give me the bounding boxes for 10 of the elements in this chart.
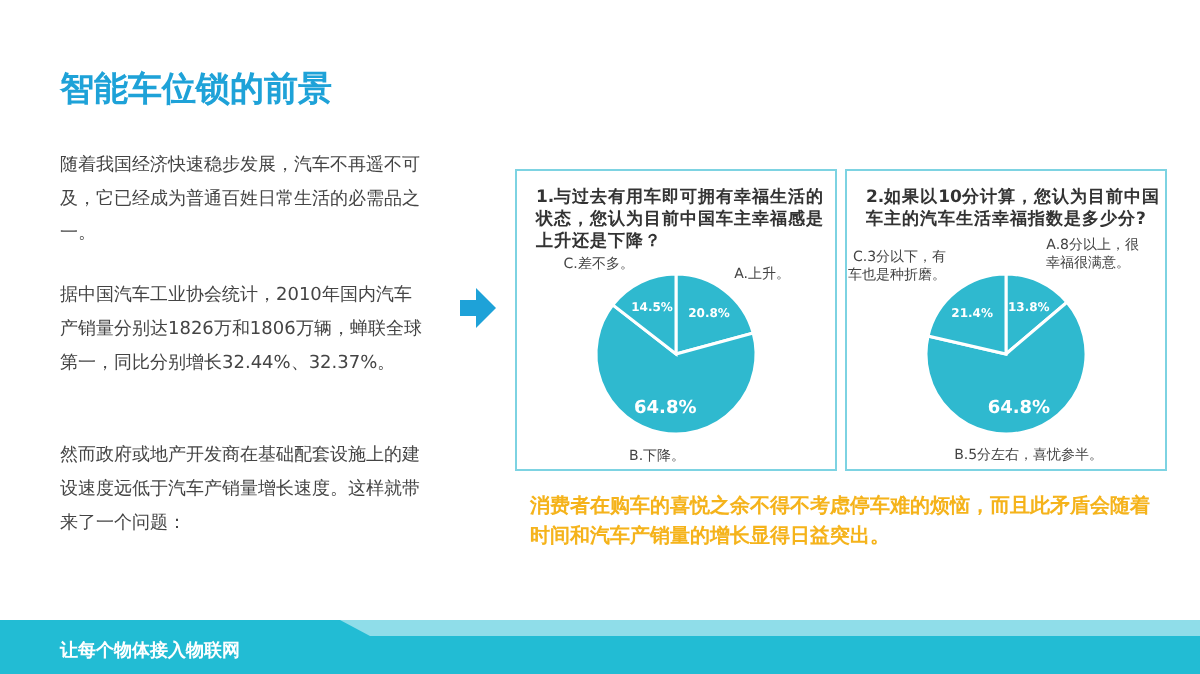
- text: 让每个物体接入物联网: [58, 640, 240, 662]
- text: 据中国汽车工业协会统计，2010年国内汽车产销量分别达1826万和1806万辆，蝉联全球第一，同比分别增长32.44%、32.37%。: [60, 284, 422, 374]
- text: 智能车位锁的前景: [58, 70, 332, 110]
- chart-title: 1.与过去有用车即可拥有幸福生活的状态，您认为目前中国车主幸福感是上升还是下降？: [534, 186, 825, 252]
- text: 然而政府或地产开发商在基础配套设施上的建设速度远低于汽车产销量增长速度。这样就带来了一个问题：: [60, 444, 420, 534]
- text: 消费者在购车的喜悦之余不得不考虑停车难的烦恼，而且此矛盾会随着时间和汽车产销量的增长显得日益突出。: [528, 494, 1150, 548]
- data-label: 64.8%: [987, 398, 1051, 419]
- text: 随着我国经济快速稳步发展，汽车不再遥不可及，它已经成为普通百姓日常生活的必需品之一。: [60, 154, 420, 244]
- chart-title: 2.如果以10分计算，您认为目前中国车主的汽车生活幸福指数是多少分?: [864, 186, 1160, 230]
- data-label: 64.8%: [634, 399, 697, 420]
